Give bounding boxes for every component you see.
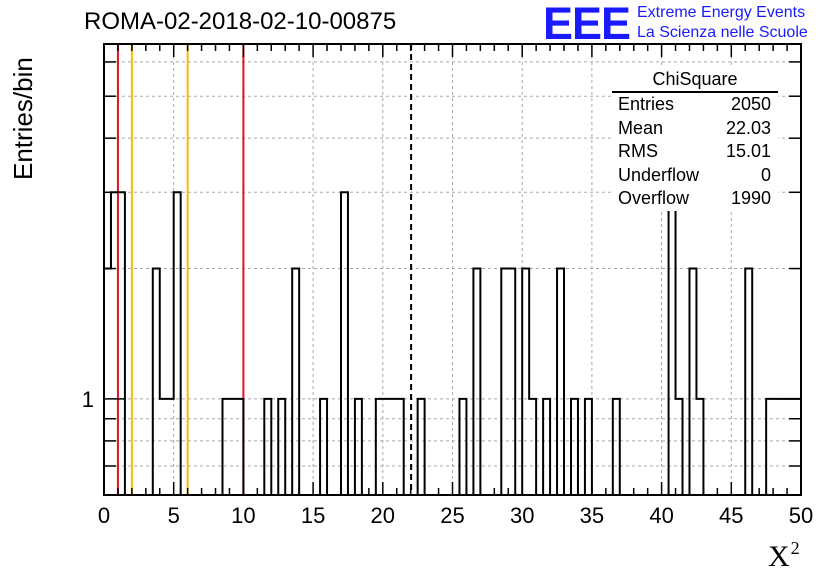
plot-frame — [103, 43, 802, 496]
x-tick-label: 15 — [301, 503, 325, 528]
grid — [104, 44, 801, 496]
axis-ticks — [103, 44, 802, 496]
x-tick-label: 50 — [789, 503, 813, 528]
x-tick-label: 5 — [168, 503, 180, 528]
x-tick-label: 30 — [510, 503, 534, 528]
stats-label: Mean — [618, 117, 664, 138]
stats-value: 1990 — [730, 188, 771, 209]
stats-row-rms: RMS 15.01 — [612, 140, 778, 164]
stats-row-entries: Entries 2050 — [612, 93, 778, 117]
y-tick-labels: 1 — [82, 387, 94, 412]
eee-logo: EEE — [543, 0, 631, 49]
stats-title: ChiSquare — [612, 68, 778, 93]
y-tick-label: 1 — [82, 387, 94, 412]
stats-value: 0 — [760, 164, 771, 185]
stats-row-overflow: Overflow 1990 — [612, 187, 778, 211]
stats-row-mean: Mean 22.03 — [612, 117, 778, 141]
histogram-outline — [104, 137, 801, 496]
stats-row-underflow: Underflow 0 — [612, 164, 778, 188]
x-axis-label: X2 — [768, 538, 800, 574]
x-tick-label: 25 — [440, 503, 464, 528]
stats-value: 2050 — [730, 94, 771, 114]
x-tick-labels: 0 5 10 15 20 25 30 35 40 45 50 — [98, 503, 813, 528]
stats-label: RMS — [618, 141, 658, 162]
stats-rows: Entries 2050 Mean 22.03 RMS 15.01 Underflow 0 Ov… — [612, 93, 778, 211]
logo-tagline-1: Extreme Energy Events — [637, 4, 806, 21]
logo-tagline-2: La Scienza nelle Scuole — [637, 24, 808, 41]
x-tick-label: 45 — [719, 503, 743, 528]
stats-box: ChiSquare Entries 2050 Mean 22.03 RMS 15.01 Un… — [612, 68, 778, 211]
x-tick-label: 10 — [231, 503, 255, 528]
stats-label: Overflow — [618, 188, 690, 209]
x-axis-label-symbol: X — [768, 540, 790, 573]
x-tick-label: 20 — [371, 503, 395, 528]
x-tick-label: 35 — [580, 503, 604, 528]
chart-title: ROMA-02-2018-02-10-00875 — [84, 8, 397, 35]
x-tick-label: 40 — [649, 503, 673, 528]
stats-value: 22.03 — [725, 117, 771, 138]
stats-value: 15.01 — [725, 141, 771, 162]
x-tick-label: 0 — [98, 503, 110, 528]
x-axis-label-exponent: 2 — [790, 538, 800, 558]
stats-label: Entries — [618, 94, 675, 114]
stats-label: Underflow — [618, 164, 700, 185]
